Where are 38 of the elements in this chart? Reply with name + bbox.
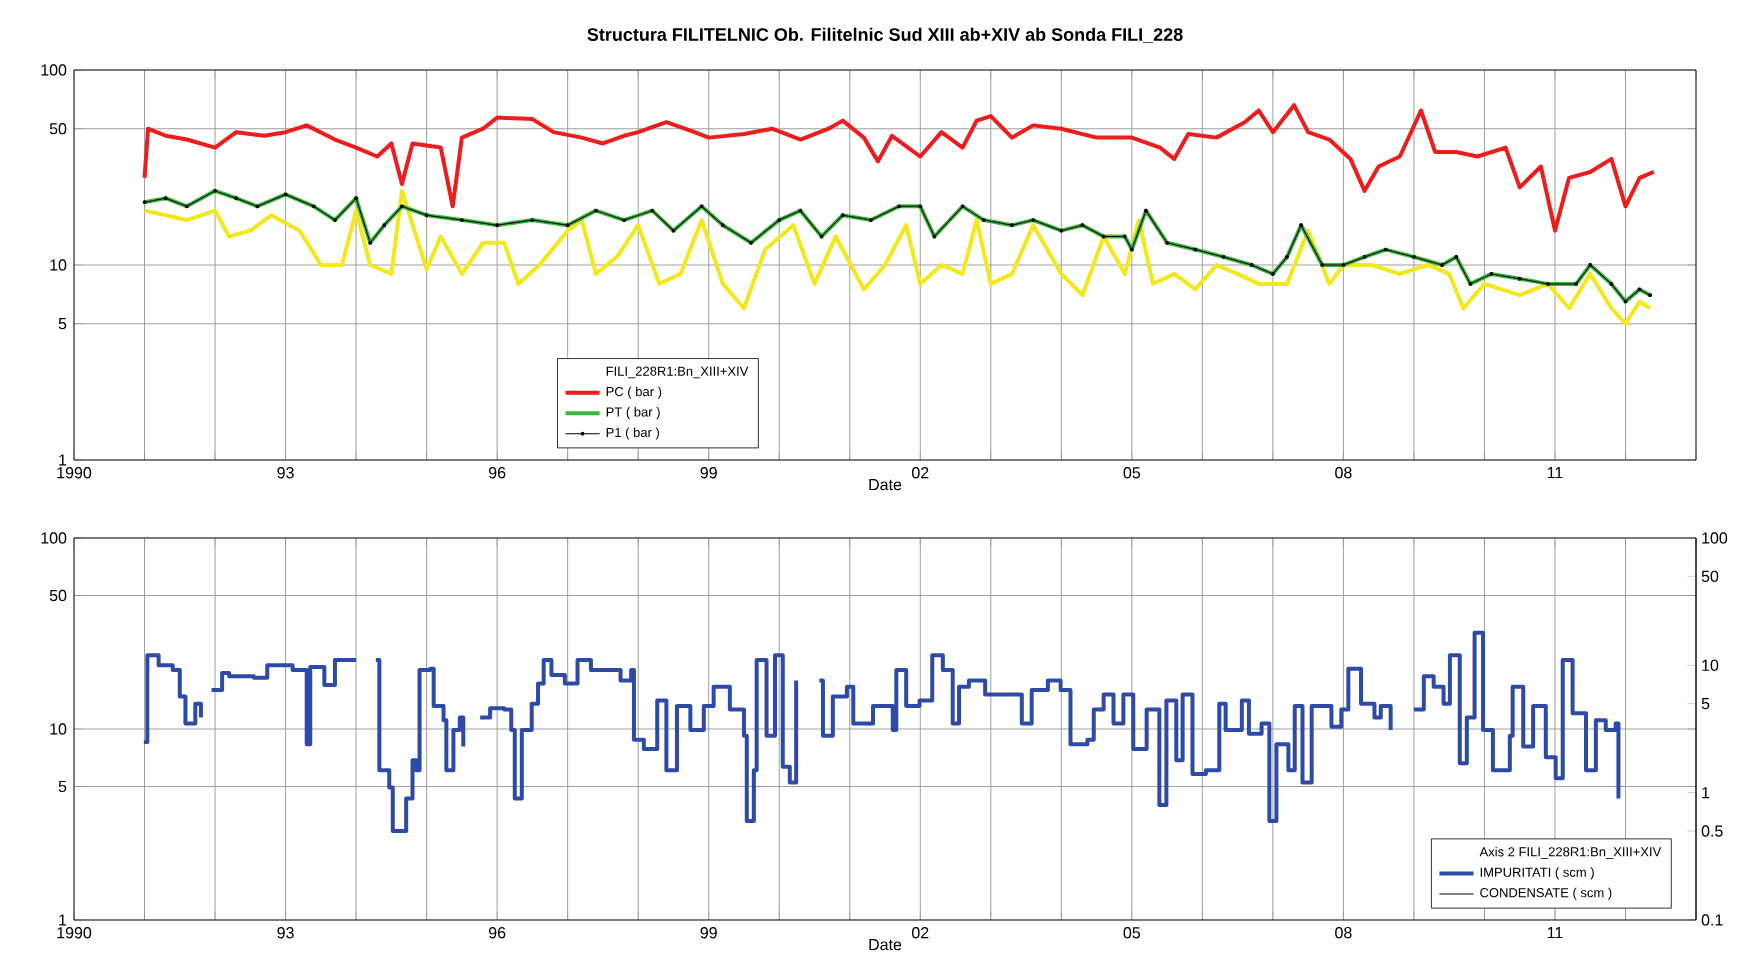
x-tick-label: 93 — [277, 467, 294, 479]
y2-tick-label: 10 — [1702, 659, 1719, 671]
y-tick-label: 1 — [59, 454, 67, 466]
x-tick-label: 96 — [488, 467, 506, 479]
x-axis-title: Date — [869, 479, 902, 491]
y-tick-label: 10 — [50, 723, 67, 735]
y2-tick-label: 0.1 — [1701, 914, 1723, 926]
y-tick-label: 50 — [49, 589, 67, 602]
x-tick-label: 05 — [1123, 927, 1141, 939]
x-tick-label: 99 — [700, 927, 717, 939]
x-tick-label: 1990 — [57, 927, 92, 939]
line-series — [142, 103, 1656, 233]
x-tick-label: 08 — [1335, 467, 1352, 479]
y2-tick-label: 1 — [1702, 787, 1710, 799]
y-tick-label: 100 — [41, 532, 67, 544]
x-tick-label: 08 — [1335, 927, 1352, 939]
y-tick-label: 5 — [58, 318, 67, 330]
x-tick-label: 93 — [277, 927, 294, 939]
x-tick-label: 02 — [912, 467, 929, 479]
y-tick-label: 50 — [49, 123, 67, 135]
x-tick-label: 02 — [912, 927, 929, 939]
x-tick-label: 11 — [1547, 467, 1563, 479]
x-axis-title: Date — [869, 939, 902, 951]
x-tick-label: 11 — [1547, 927, 1563, 939]
x-tick-label: 99 — [700, 467, 717, 479]
x-tick-label: 96 — [488, 927, 506, 939]
y-tick-label: 10 — [50, 259, 67, 271]
x-tick-label: 1990 — [57, 467, 92, 479]
x-tick-label: 05 — [1123, 467, 1141, 479]
y2-tick-label: 0.5 — [1701, 825, 1723, 837]
y2-tick-label: 50 — [1701, 570, 1719, 582]
y-tick-label: 5 — [58, 780, 67, 793]
line-series — [142, 188, 1653, 326]
y2-tick-label: 100 — [1702, 532, 1728, 544]
chart-title: Structura FILITELNIC Ob. Filitelnic Sud XIII ab+XIV ab Sonda FILI_228 — [587, 27, 1183, 43]
y-tick-label: 1 — [59, 914, 67, 926]
y-tick-label: 100 — [41, 64, 67, 76]
y2-tick-label: 5 — [1701, 698, 1710, 710]
